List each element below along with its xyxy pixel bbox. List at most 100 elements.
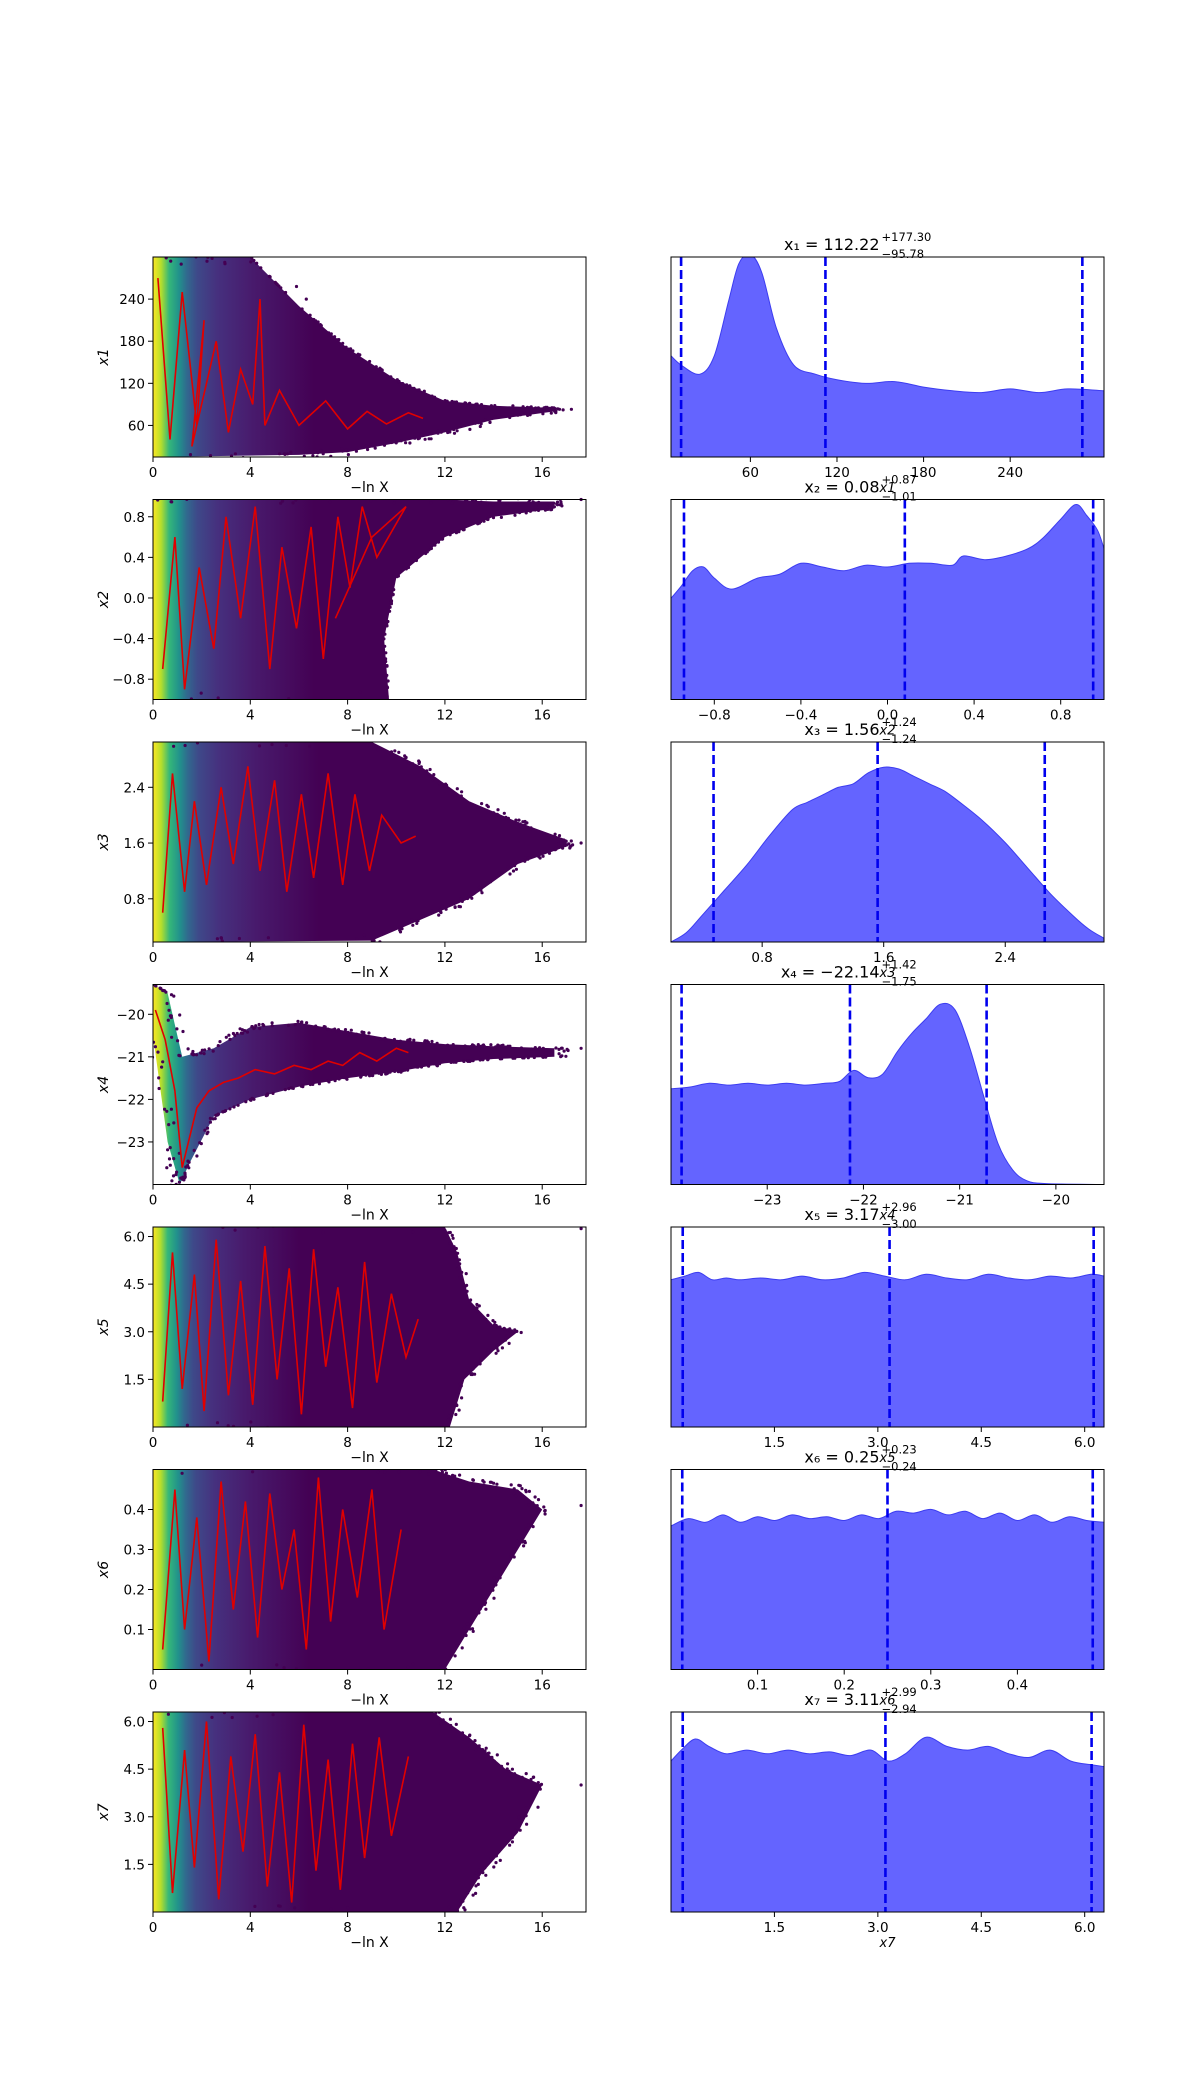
sample-point <box>231 1424 236 1427</box>
sample-point <box>517 1483 521 1487</box>
x-axis-label: x1 <box>879 481 896 496</box>
sample-point <box>520 1487 524 1491</box>
sample-point <box>489 1856 493 1860</box>
sample-point <box>544 1051 548 1055</box>
sample-point <box>282 1666 286 1670</box>
sample-point <box>183 1175 187 1179</box>
sample-point <box>414 1065 419 1069</box>
sample-point <box>495 1045 499 1049</box>
axes-frame <box>670 1711 1105 1913</box>
sample-point <box>552 501 556 505</box>
sample-point <box>172 1121 176 1125</box>
sample-point <box>532 1793 537 1797</box>
sample-point <box>267 274 271 278</box>
y-tick-label: 0.2 <box>124 1583 145 1599</box>
sample-point <box>411 762 415 766</box>
sample-point <box>275 282 279 287</box>
sample-point <box>437 913 441 917</box>
x-axis-label: x3 <box>879 966 896 981</box>
sample-point <box>296 1019 300 1024</box>
sample-point <box>491 811 496 815</box>
title-main: x₄ = −22.14 <box>781 963 880 982</box>
y-tick-label: 0.3 <box>124 1543 145 1559</box>
sample-point <box>513 1828 518 1833</box>
sample-point <box>329 332 333 336</box>
title-main: x₇ = 3.11 <box>804 1690 879 1709</box>
sample-point <box>476 805 480 810</box>
sample-point <box>496 1349 500 1353</box>
sample-point <box>165 1001 169 1006</box>
axes-frame <box>152 1469 587 1670</box>
sample-point <box>382 637 386 641</box>
sample-point <box>389 375 393 379</box>
title-upper-error: +1.42 <box>882 958 917 972</box>
sample-point <box>436 1471 440 1475</box>
sample-point <box>483 418 487 422</box>
sample-point <box>486 1321 490 1325</box>
sample-point <box>429 437 433 441</box>
sample-point <box>480 1604 484 1608</box>
walker-trace <box>161 766 417 913</box>
sample-point <box>527 1523 531 1527</box>
sample-point <box>154 984 158 988</box>
sample-point <box>564 1054 568 1058</box>
sample-cloud <box>153 984 555 1185</box>
sample-point <box>498 1576 502 1580</box>
axes-frame <box>670 984 1105 1185</box>
sample-point <box>494 1861 498 1865</box>
sample-point <box>465 1736 469 1740</box>
x-tick-label: 1.6 <box>873 950 894 966</box>
sample-point <box>457 1408 461 1412</box>
sample-point <box>385 673 389 678</box>
sample-point <box>218 1040 222 1044</box>
sample-point <box>503 511 507 515</box>
sample-cloud <box>153 499 555 700</box>
title-main: x₃ = 1.56 <box>804 720 879 739</box>
sample-point <box>508 1329 512 1333</box>
x-axis-label: x4 <box>879 1209 896 1224</box>
sample-point <box>561 408 565 412</box>
sample-point <box>524 1772 528 1776</box>
sample-point <box>200 1048 204 1052</box>
sample-point <box>492 1759 496 1763</box>
sample-point <box>178 1013 182 1017</box>
sample-point <box>250 257 254 260</box>
sample-point <box>179 1176 183 1180</box>
sample-point <box>407 920 411 924</box>
sample-point <box>308 744 312 748</box>
sample-point <box>569 839 573 843</box>
sample-point <box>228 1107 232 1111</box>
sample-point <box>383 644 387 648</box>
y-tick-label: 1.5 <box>124 1372 145 1388</box>
y-tick-label: −22 <box>117 1092 146 1108</box>
sample-point <box>524 1814 528 1818</box>
sample-point <box>418 1470 422 1474</box>
sample-point <box>546 507 550 511</box>
sample-point <box>227 1033 231 1037</box>
title-main: x₆ = 0.25 <box>804 1448 879 1467</box>
sample-point <box>496 808 500 812</box>
sample-point <box>315 1026 319 1030</box>
axes-frame <box>152 741 587 943</box>
sample-point <box>368 359 372 364</box>
posterior-panel-x7: 1.5 3.0 4.5 6.0 x7 x₇ = 3.11 +2.99 −2.94 <box>670 1685 1105 1951</box>
x-tick-label: 16 <box>534 1678 551 1694</box>
sample-point <box>568 846 572 850</box>
sample-point <box>544 1055 548 1059</box>
walker-trace <box>161 1721 410 1903</box>
trace-panel-x4: 0 4 8 12 16 −23 −22 −21 −20 −ln X x4 <box>96 984 587 1224</box>
posterior-title: x₇ = 3.11 +2.99 −2.94 <box>804 1685 916 1716</box>
posterior-title: x₃ = 1.56 +1.24 −1.24 <box>804 715 916 746</box>
title-lower-error: −95.78 <box>882 247 925 261</box>
sample-point <box>502 811 506 815</box>
sample-point <box>384 657 388 661</box>
sample-point <box>500 1764 504 1768</box>
sample-point <box>327 331 331 335</box>
sample-point <box>495 1346 499 1350</box>
sample-point <box>464 1373 468 1377</box>
sample-point <box>438 1662 443 1667</box>
sample-point <box>469 1044 473 1049</box>
sample-point <box>526 1056 530 1060</box>
sample-point <box>398 1039 402 1043</box>
